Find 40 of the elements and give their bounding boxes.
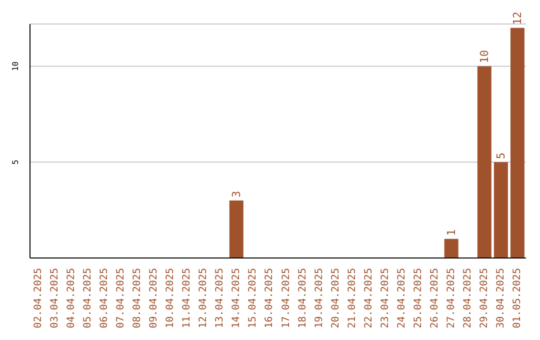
x-tick-label: 28.04.2025 xyxy=(462,268,474,328)
data-label: 10 xyxy=(478,50,491,64)
data-label: 12 xyxy=(510,12,524,25)
x-tick-label: 22.04.2025 xyxy=(363,268,374,328)
data-label: 1 xyxy=(444,229,458,236)
x-tick-label: 06.04.2025 xyxy=(98,268,110,328)
x-tick-label: 19.04.2025 xyxy=(314,268,325,328)
x-tick-label: 10.04.2025 xyxy=(165,268,176,328)
x-tick-label: 11.04.2025 xyxy=(182,268,193,328)
bar xyxy=(494,162,508,258)
x-tick-label: 14.04.2025 xyxy=(231,268,242,328)
x-tick-label: 04.04.2025 xyxy=(66,268,77,328)
x-tick-label: 02.04.2025 xyxy=(32,268,44,328)
x-tick-label: 03.04.2025 xyxy=(49,268,60,328)
x-tick-label: 27.04.2025 xyxy=(446,268,458,328)
x-tick-label: 20.04.2025 xyxy=(330,268,342,328)
x-tick-label: 16.04.2025 xyxy=(264,268,276,328)
x-tick-label: 07.04.2025 xyxy=(115,268,126,328)
x-tick-label: 09.04.2025 xyxy=(148,268,160,328)
bar xyxy=(444,238,458,258)
data-label: 3 xyxy=(230,190,243,198)
x-tick-label: 12.04.2025 xyxy=(198,268,210,328)
x-tick-label: 15.04.2025 xyxy=(248,268,259,328)
bar xyxy=(510,28,524,258)
bar xyxy=(477,66,492,258)
x-tick-label: 17.04.2025 xyxy=(280,268,292,328)
x-tick-label: 23.04.2025 xyxy=(380,268,391,328)
x-tick-label: 24.04.2025 xyxy=(396,268,408,328)
x-tick-label: 13.04.2025 xyxy=(214,268,226,328)
x-tick-label: 18.04.2025 xyxy=(297,268,308,328)
x-tick-label: 21.04.2025 xyxy=(346,268,358,328)
x-tick-label: 25.04.2025 xyxy=(413,268,424,328)
x-tick-label: 26.04.2025 xyxy=(430,268,441,328)
x-tick-label: 08.04.2025 xyxy=(132,268,143,328)
bar xyxy=(229,200,244,258)
data-label: 5 xyxy=(494,152,508,160)
x-tick-label: 29.04.2025 xyxy=(479,268,490,328)
x-tick-label: 05.04.2025 xyxy=(82,268,94,328)
x-tick-label: 30.04.2025 xyxy=(496,268,507,328)
x-tick-label: 01.05.2025 xyxy=(512,268,524,328)
